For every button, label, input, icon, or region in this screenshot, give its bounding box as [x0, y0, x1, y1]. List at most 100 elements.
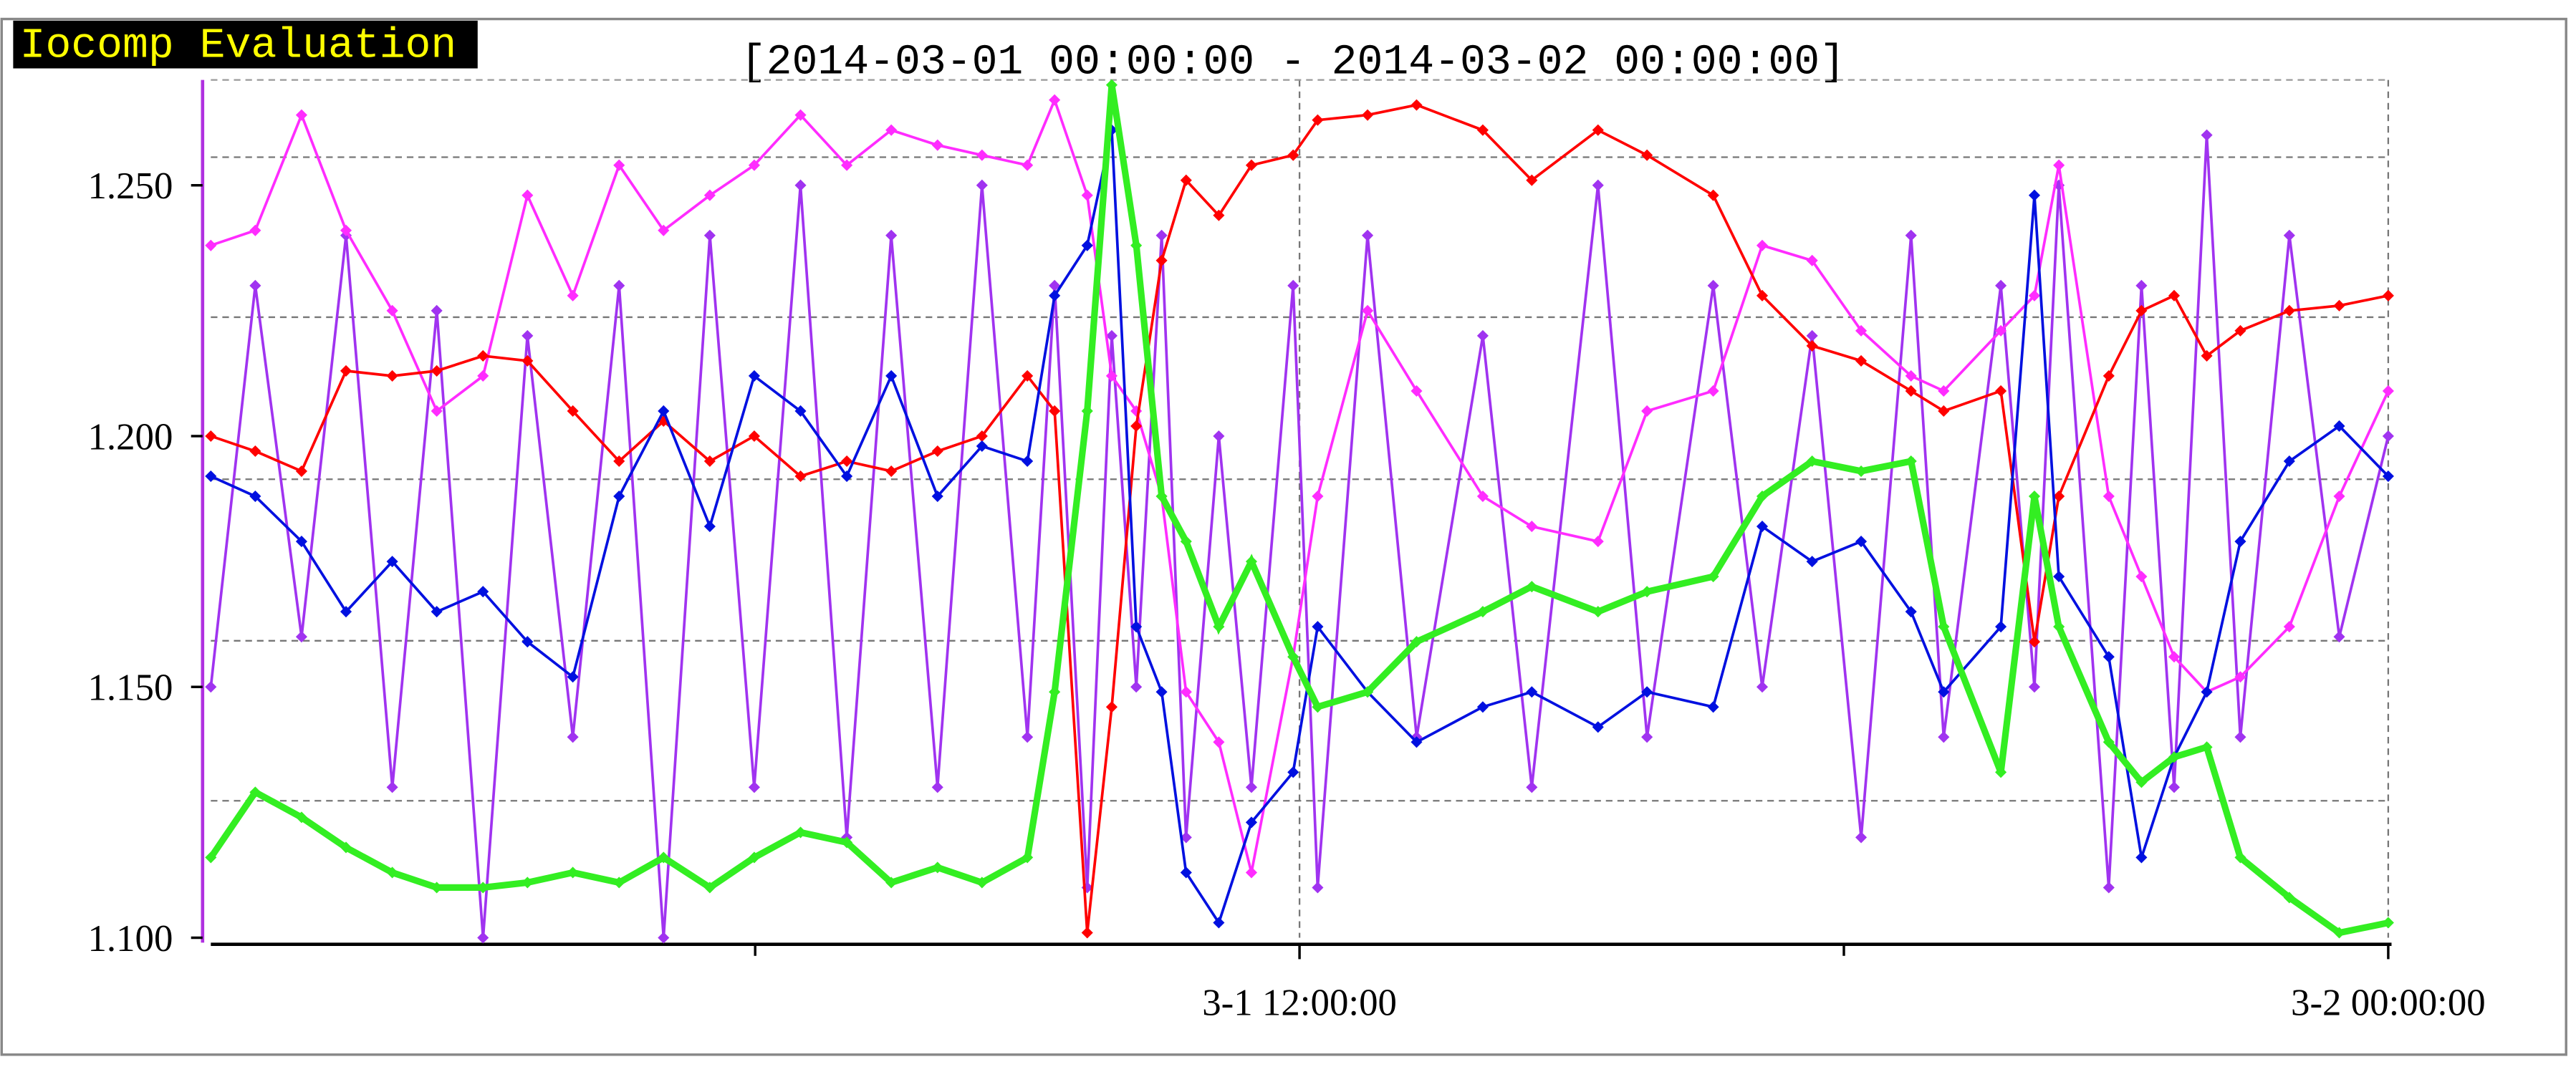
data-point — [748, 430, 760, 443]
data-point — [1592, 179, 1604, 191]
data-point — [522, 354, 534, 367]
data-point — [1476, 606, 1489, 618]
data-point — [1756, 239, 1769, 251]
data-point — [2234, 671, 2246, 683]
badge: Iocomp Evaluation — [20, 21, 457, 69]
data-point — [431, 405, 443, 417]
data-point — [1105, 79, 1118, 91]
data-point — [1213, 736, 1225, 748]
data-point — [1641, 731, 1653, 743]
data-point — [1180, 686, 1192, 698]
data-point — [703, 521, 716, 533]
data-point — [386, 304, 398, 317]
data-point — [2135, 304, 2148, 317]
chart-title: [2014-03-01 00:00:00 - 2014-03-02 00:00:… — [741, 37, 1845, 86]
data-point — [748, 781, 760, 793]
data-point — [794, 109, 807, 121]
data-point — [1245, 159, 1258, 171]
data-point — [1049, 289, 1061, 301]
data-point — [1213, 209, 1225, 221]
data-point — [2234, 851, 2246, 864]
data-point — [477, 586, 489, 598]
data-point — [2102, 370, 2115, 382]
data-point — [477, 349, 489, 362]
data-point — [1995, 766, 2007, 778]
data-point — [1155, 229, 1168, 241]
data-point — [477, 882, 489, 894]
data-point — [1806, 556, 1818, 568]
data-point — [1995, 324, 2007, 337]
data-point — [931, 861, 943, 874]
data-point — [1806, 339, 1818, 352]
data-point — [340, 606, 352, 618]
data-point — [2201, 741, 2213, 753]
data-point — [1806, 329, 1818, 342]
data-point — [794, 470, 807, 483]
data-point — [1155, 491, 1168, 503]
data-point — [1476, 124, 1489, 136]
data-point — [2053, 491, 2065, 503]
data-point — [1707, 701, 1719, 713]
data-point — [885, 229, 898, 241]
data-point — [1526, 581, 1538, 593]
data-point — [1022, 731, 1034, 743]
data-point — [841, 836, 853, 849]
data-point — [1022, 370, 1034, 382]
data-point — [2201, 129, 2213, 141]
data-point — [1756, 521, 1769, 533]
data-point — [1995, 621, 2007, 633]
data-point — [1526, 686, 1538, 698]
data-point — [2201, 686, 2213, 698]
data-point — [2028, 289, 2041, 301]
data-point — [931, 139, 943, 151]
data-point — [1105, 329, 1118, 342]
data-point — [1312, 701, 1324, 713]
data-point — [2102, 491, 2115, 503]
data-point — [2333, 631, 2345, 643]
data-point — [658, 224, 670, 236]
data-point — [1905, 229, 1917, 241]
data-point — [522, 636, 534, 648]
data-point — [794, 405, 807, 417]
data-point — [249, 786, 261, 798]
data-point — [1806, 254, 1818, 266]
data-point — [1855, 324, 1868, 337]
data-point — [2168, 289, 2181, 301]
data-point — [431, 882, 443, 894]
data-point — [2028, 636, 2041, 648]
data-point — [885, 877, 898, 889]
data-point — [1905, 370, 1917, 382]
data-point — [703, 455, 716, 468]
data-point — [976, 877, 988, 889]
data-point — [1362, 686, 1374, 698]
data-point — [1476, 329, 1489, 342]
data-point — [2382, 470, 2394, 483]
data-point — [1641, 586, 1653, 598]
data-point — [1022, 851, 1034, 864]
data-point — [522, 329, 534, 342]
data-point — [658, 405, 670, 417]
data-point — [1938, 731, 1950, 743]
data-point — [658, 932, 670, 944]
data-point — [1287, 766, 1299, 778]
data-point — [1938, 621, 1950, 633]
data-point — [1130, 420, 1143, 433]
data-point — [1130, 621, 1143, 633]
data-point — [1756, 681, 1769, 693]
data-point — [295, 631, 307, 643]
data-point — [1155, 686, 1168, 698]
data-point — [2283, 621, 2295, 633]
data-point — [1476, 491, 1489, 503]
data-point — [2053, 159, 2065, 171]
data-point — [2333, 927, 2345, 939]
data-point — [1245, 816, 1258, 829]
data-point — [2102, 736, 2115, 748]
badge-background — [13, 20, 478, 69]
data-point — [1081, 927, 1093, 939]
data-point — [703, 882, 716, 894]
series-line — [208, 84, 2389, 937]
panel-border — [0, 17, 2567, 1056]
data-point — [2283, 455, 2295, 468]
